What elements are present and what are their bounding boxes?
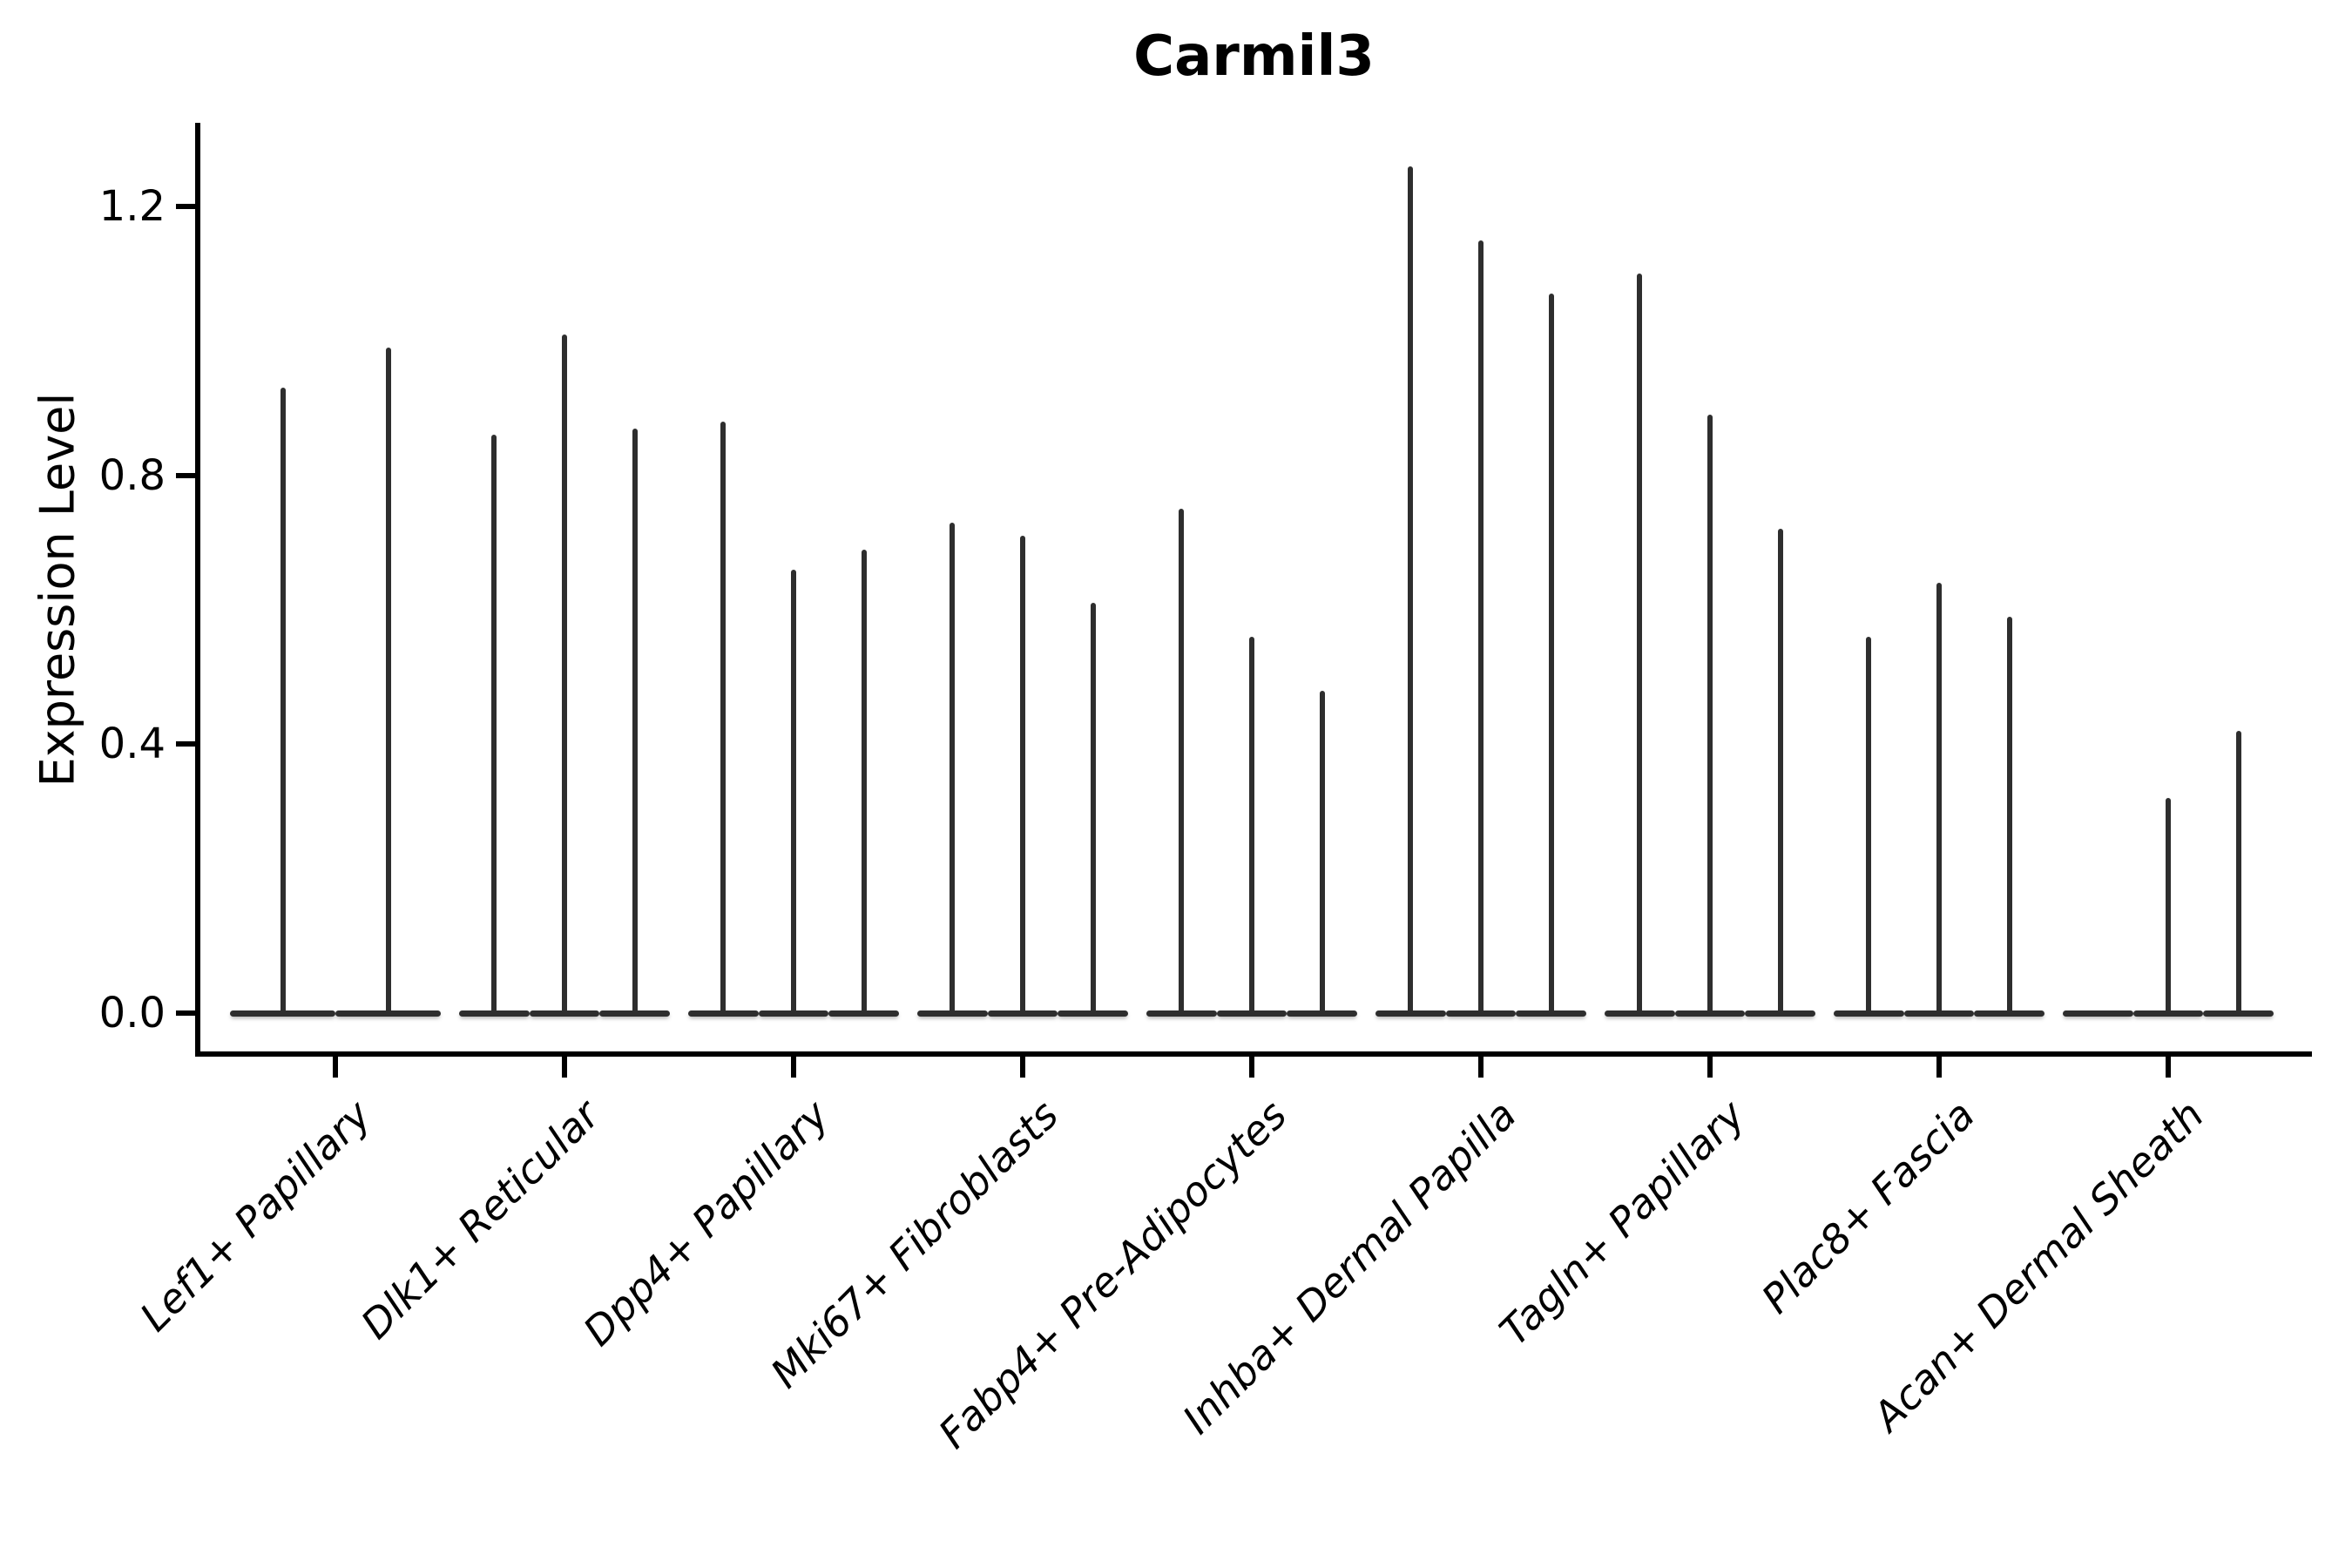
violin-spike: [861, 549, 867, 1015]
x-tick: [1936, 1057, 1942, 1078]
violin-spike: [2166, 798, 2171, 1015]
x-tick-label: Tagln+ Papillary: [1490, 1091, 1754, 1355]
x-tick-label: Lef1+ Papillary: [130, 1091, 380, 1341]
x-axis-spine: [195, 1051, 2312, 1057]
violin-spike: [720, 421, 727, 1015]
x-tick-label: Plac8+ Fascia: [1752, 1091, 1984, 1322]
y-tick: [176, 472, 195, 478]
violin-spike: [562, 334, 567, 1015]
violin-spike: [1478, 240, 1484, 1015]
violin-spike: [1249, 636, 1254, 1015]
y-tick: [176, 741, 195, 747]
chart-title: Carmil3: [1133, 24, 1375, 89]
violin-spike: [950, 522, 956, 1015]
x-tick: [562, 1057, 567, 1078]
x-tick-label: Dlk1+ Reticular: [352, 1091, 609, 1348]
violin-spike: [1090, 603, 1096, 1015]
x-tick: [1707, 1057, 1713, 1078]
y-tick-label: 1.2: [98, 181, 166, 231]
x-tick: [333, 1057, 338, 1078]
violin-spike: [1020, 536, 1025, 1015]
x-tick: [1020, 1057, 1025, 1078]
x-tick: [2166, 1057, 2171, 1078]
y-tick: [176, 1010, 195, 1016]
violin-spike: [1548, 294, 1554, 1015]
violin-spike: [791, 569, 796, 1015]
violin-spike: [1408, 166, 1414, 1015]
violin-spike: [1777, 529, 1783, 1015]
violin-spike: [1637, 274, 1643, 1015]
y-tick-label: 0.0: [98, 989, 166, 1037]
x-tick: [791, 1057, 796, 1078]
violin-spike: [1936, 583, 1942, 1015]
x-tick-label: Dpp4+ Papillary: [574, 1091, 838, 1355]
x-tick: [1478, 1057, 1484, 1078]
y-tick-label: 0.8: [98, 450, 166, 500]
violin-spike: [1179, 509, 1185, 1015]
violin-spike: [385, 348, 391, 1015]
violin-spike: [491, 435, 497, 1015]
violin-spike: [2006, 616, 2012, 1015]
y-tick: [176, 203, 195, 209]
y-axis-label: Expression Level: [30, 392, 85, 787]
violin-spike: [280, 388, 286, 1015]
violin-spike: [1866, 636, 1872, 1015]
y-axis-spine: [195, 123, 200, 1057]
violin-base: [2063, 1010, 2133, 1017]
violin-spike: [2235, 730, 2241, 1015]
violin-spike: [1319, 690, 1325, 1015]
y-tick-label: 0.4: [98, 720, 166, 769]
x-tick: [1249, 1057, 1254, 1078]
violin-spike: [632, 428, 638, 1015]
violin-spike: [1707, 415, 1713, 1015]
